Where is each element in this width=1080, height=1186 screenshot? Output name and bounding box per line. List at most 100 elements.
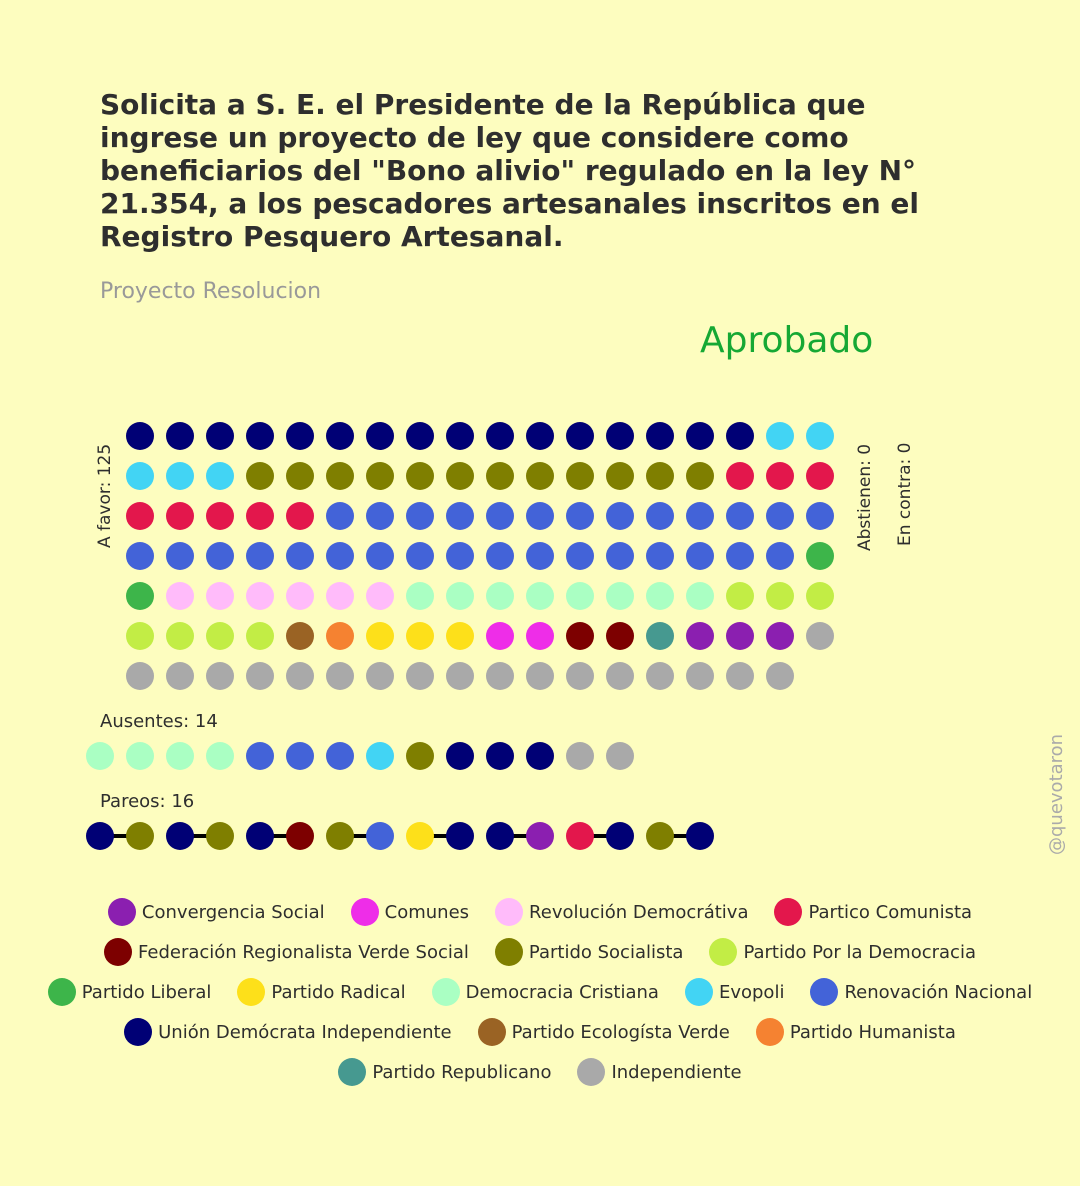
favor-dot-rn xyxy=(126,542,154,570)
legend-swatch xyxy=(477,1018,506,1046)
favor-dot-ind xyxy=(606,662,634,690)
favor-dot-ppd xyxy=(766,582,794,610)
favor-dot-pr xyxy=(406,622,434,650)
favor-dot-pc xyxy=(166,502,194,530)
favor-dot-ps xyxy=(286,462,314,490)
absent-count-label: Ausentes: 14 xyxy=(100,711,218,732)
legend-swatch xyxy=(755,1018,784,1046)
legend: Convergencia Social Comunes Revolución Dem… xyxy=(30,898,1050,1086)
favor-dot-rn xyxy=(686,542,714,570)
legend-item-pl: Partido Liberal xyxy=(47,978,212,1006)
favor-dot-udi xyxy=(366,422,394,450)
favor-dot-rn xyxy=(806,502,834,530)
absent-dot-rn xyxy=(246,742,274,770)
absent-dot-ps xyxy=(406,742,434,770)
pair-dot-udi xyxy=(606,822,634,850)
legend-swatch xyxy=(709,938,738,966)
favor-dot-rn xyxy=(286,542,314,570)
legend-item-pev: Partido Ecologísta Verde xyxy=(477,1018,730,1046)
favor-dot-cs xyxy=(686,622,714,650)
favor-dot-rn xyxy=(206,542,234,570)
favor-dot-ps xyxy=(526,462,554,490)
favor-dot-evo xyxy=(766,422,794,450)
favor-dot-rn xyxy=(366,502,394,530)
favor-dot-ps xyxy=(326,462,354,490)
legend-swatch xyxy=(104,938,132,966)
favor-dot-ps xyxy=(446,462,474,490)
favor-dot-rn xyxy=(726,542,754,570)
favor-dot-rn xyxy=(446,502,474,530)
favor-dot-rn xyxy=(406,502,434,530)
favor-dot-ind xyxy=(206,662,234,690)
legend-swatch xyxy=(237,978,266,1006)
favor-dot-rn xyxy=(366,542,394,570)
favor-dot-rn xyxy=(686,502,714,530)
absent-dot-dc xyxy=(206,742,234,770)
favor-dot-ind xyxy=(166,662,194,690)
favor-dot-dc xyxy=(646,582,674,610)
favor-dot-udi xyxy=(726,422,754,450)
legend-label: Evopoli xyxy=(718,981,785,1003)
legend-swatch xyxy=(124,1018,153,1046)
legend-item-rep: Partido Republicano xyxy=(338,1058,551,1086)
favor-dot-evo xyxy=(126,462,154,490)
legend-swatch xyxy=(494,938,523,966)
favor-dot-ppd xyxy=(206,622,234,650)
favor-dot-ind xyxy=(526,662,554,690)
legend-swatch xyxy=(577,1058,606,1086)
favor-dot-rd xyxy=(246,582,274,610)
pair-dot-rn xyxy=(366,822,394,850)
favor-dot-udi xyxy=(206,422,234,450)
favor-dot-rn xyxy=(766,502,794,530)
chart-title: Solicita a S. E. el Presidente de la Rep… xyxy=(100,88,919,253)
legend-label: Democracia Cristiana xyxy=(465,981,659,1003)
favor-dot-ind xyxy=(446,662,474,690)
pair-dot-udi xyxy=(166,822,194,850)
favor-dot-com xyxy=(526,622,554,650)
favor-dot-udi xyxy=(686,422,714,450)
favor-dot-dc xyxy=(406,582,434,610)
absent-dot-evo xyxy=(366,742,394,770)
pair-dot-udi xyxy=(446,822,474,850)
pair-dot-ps xyxy=(206,822,234,850)
favor-dot-udi xyxy=(446,422,474,450)
pair-dot-udi xyxy=(86,822,114,850)
legend-label: Renovación Nacional xyxy=(844,981,1033,1003)
favor-dot-pc xyxy=(726,462,754,490)
favor-dot-ps xyxy=(246,462,274,490)
legend-item-ind: Independiente xyxy=(577,1058,742,1086)
absent-dot-udi xyxy=(526,742,554,770)
legend-label: Partico Comunista xyxy=(808,901,973,923)
favor-dot-dc xyxy=(686,582,714,610)
favor-dot-ind xyxy=(566,662,594,690)
favor-dot-rn xyxy=(446,542,474,570)
legend-swatch xyxy=(350,898,379,926)
favor-dot-udi xyxy=(606,422,634,450)
legend-item-udi: Unión Demócrata Independiente xyxy=(124,1018,452,1046)
favor-dot-rn xyxy=(566,502,594,530)
legend-swatch xyxy=(774,898,803,926)
favor-dot-udi xyxy=(406,422,434,450)
favor-dot-cs xyxy=(766,622,794,650)
pair-dot-udi xyxy=(486,822,514,850)
favor-dot-rn xyxy=(646,542,674,570)
favor-dot-rn xyxy=(766,542,794,570)
absent-dot-ind xyxy=(606,742,634,770)
favor-dot-frvs xyxy=(606,622,634,650)
legend-item-ppd: Partido Por la Democracia xyxy=(709,938,976,966)
favor-dot-ps xyxy=(486,462,514,490)
favor-dot-pc xyxy=(126,502,154,530)
legend-label: Partido Ecologísta Verde xyxy=(511,1021,730,1043)
favor-dot-rn xyxy=(326,542,354,570)
favor-dot-pc xyxy=(766,462,794,490)
favor-dot-ppd xyxy=(246,622,274,650)
favor-dot-udi xyxy=(326,422,354,450)
favor-dot-ps xyxy=(566,462,594,490)
legend-label: Partido Liberal xyxy=(81,981,212,1003)
legend-item-pc: Partico Comunista xyxy=(774,898,972,926)
favor-dot-dc xyxy=(446,582,474,610)
legend-item-com: Comunes xyxy=(350,898,469,926)
legend-swatch xyxy=(495,898,524,926)
favor-dot-udi xyxy=(166,422,194,450)
favor-dot-udi xyxy=(286,422,314,450)
